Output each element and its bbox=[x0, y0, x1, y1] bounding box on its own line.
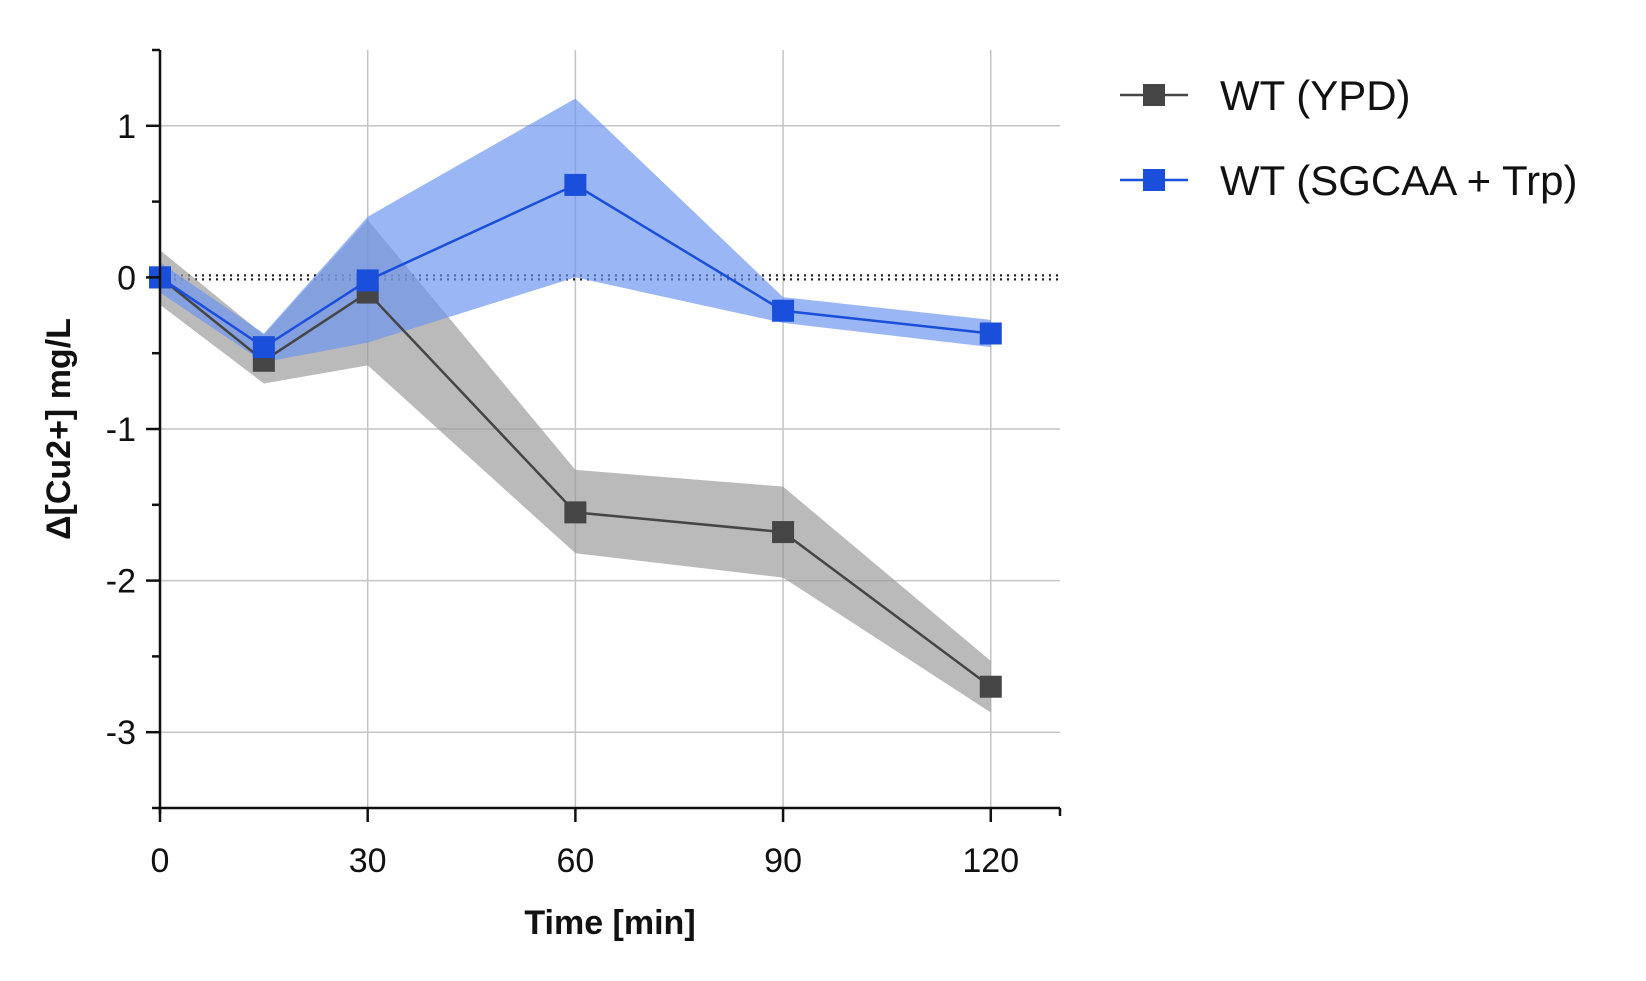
legend-label: WT (SGCAA + Trp) bbox=[1220, 157, 1577, 204]
series-1-error-band bbox=[160, 219, 991, 713]
y-tick-label: -3 bbox=[106, 714, 136, 752]
x-axis-title: Time [min] bbox=[524, 904, 695, 942]
y-tick-label: 1 bbox=[117, 108, 136, 146]
y-tick-label: -1 bbox=[106, 411, 136, 449]
axes bbox=[146, 48, 1062, 822]
x-tick-label: 30 bbox=[349, 842, 387, 880]
y-tick-label: -2 bbox=[106, 563, 136, 601]
x-tick-label: 90 bbox=[764, 842, 802, 880]
x-tick-label: 0 bbox=[151, 842, 170, 880]
series-2-point bbox=[564, 173, 587, 196]
legend-item: WT (YPD) bbox=[1120, 72, 1411, 119]
series-lines bbox=[159, 183, 992, 688]
y-tick-label: 0 bbox=[117, 259, 136, 297]
series-2-point bbox=[252, 336, 275, 359]
series-1-point bbox=[772, 521, 795, 544]
series-2-point bbox=[979, 322, 1002, 345]
y-axis-title: Δ[Cu2+] mg/L bbox=[40, 318, 78, 540]
series-2-point bbox=[356, 269, 379, 292]
series-1-line bbox=[159, 276, 992, 688]
legend: WT (YPD) WT (SGCAA + Trp) bbox=[1120, 72, 1577, 204]
x-tick-label: 120 bbox=[962, 842, 1019, 880]
tick-labels: -3 -2 -1 0 1 0 30 60 90 120 bbox=[106, 108, 1019, 880]
series-2-point bbox=[772, 299, 795, 322]
series-1-point bbox=[564, 501, 587, 524]
legend-item: WT (SGCAA + Trp) bbox=[1120, 157, 1577, 204]
legend-swatch-marker bbox=[1143, 84, 1165, 106]
series-2-line bbox=[159, 183, 991, 349]
x-tick-label: 60 bbox=[556, 842, 594, 880]
legend-label: WT (YPD) bbox=[1220, 72, 1411, 119]
series-1-point bbox=[979, 675, 1002, 698]
legend-swatch-marker bbox=[1143, 169, 1165, 191]
